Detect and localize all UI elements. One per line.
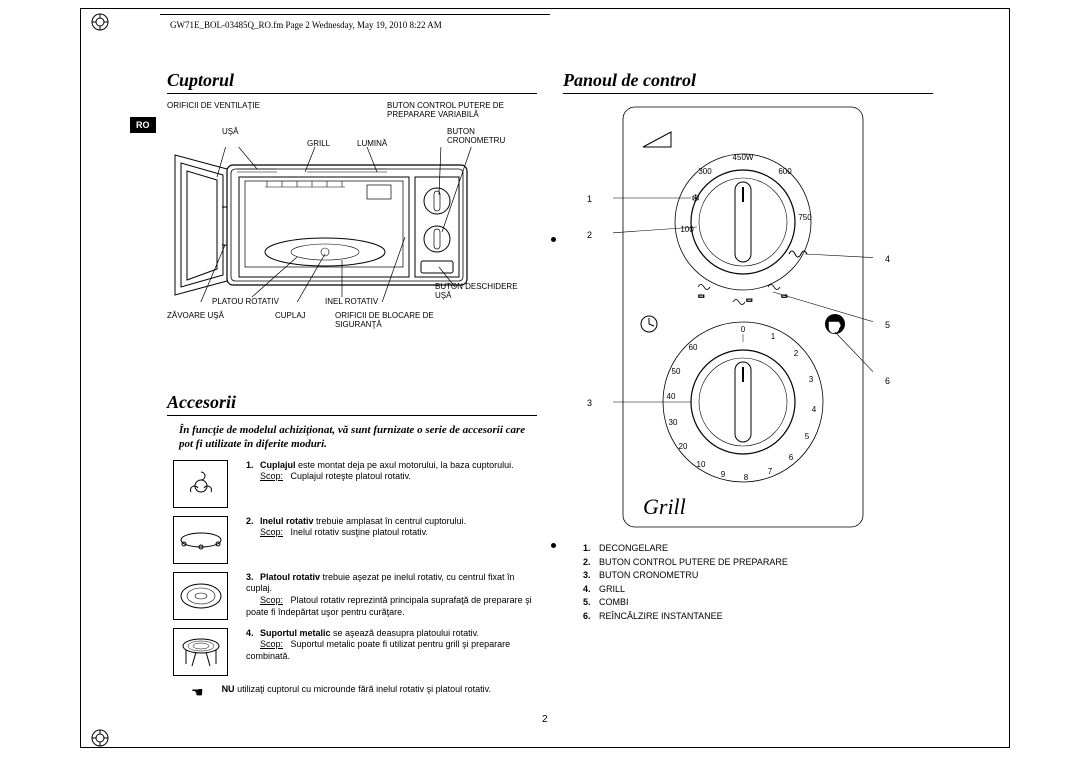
header-icon — [90, 12, 110, 32]
gutter-bullet — [551, 543, 556, 548]
callout-3: 3 — [587, 398, 592, 408]
svg-text:50: 50 — [672, 367, 681, 376]
svg-text:0: 0 — [741, 325, 746, 334]
accessory-icon — [173, 628, 228, 676]
label-power-btn: BUTON CONTROL PUTERE DE PREPARARE VARIAB… — [387, 102, 507, 120]
note-row: ☚ NU utilizaţi cuptorul cu microunde făr… — [167, 684, 537, 701]
svg-text:❄: ❄ — [691, 193, 700, 205]
accessory-row: 3.Platoul rotativ trebuie aşezat pe inel… — [167, 572, 537, 620]
svg-text:60: 60 — [689, 343, 698, 352]
oven-svg — [167, 147, 537, 302]
svg-text:30: 30 — [669, 418, 678, 427]
svg-text:4: 4 — [812, 405, 817, 414]
svg-text:6: 6 — [789, 453, 794, 462]
svg-text:40: 40 — [667, 392, 676, 401]
footer-icon — [90, 728, 110, 748]
doc-header: GW71E_BOL-03485Q_RO.fm Page 2 Wednesday,… — [170, 20, 442, 30]
right-column: Panoul de control 1 2 3 4 5 6 450W 100 3… — [563, 70, 933, 623]
accessories-list: 1.Cuplajul este montat deja pe axul moto… — [167, 460, 537, 676]
control-panel-diagram: 1 2 3 4 5 6 450W 100 300 600 750 ❄ — [613, 102, 873, 532]
svg-text:450W: 450W — [733, 153, 754, 162]
language-tag: RO — [130, 117, 156, 133]
header-rule — [160, 14, 550, 15]
accessory-text: 2.Inelul rotativ trebuie amplasat în cen… — [246, 516, 537, 564]
left-column: Cuptorul ORIFICII DE VENTILAŢIE UŞĂ GRIL… — [167, 70, 537, 701]
legend-item: 5.COMBI — [583, 596, 933, 610]
svg-text:7: 7 — [768, 467, 773, 476]
panel-svg: 450W 100 300 600 750 ❄ ▭ ▭ ▭ — [613, 102, 873, 532]
legend-item: 2.BUTON CONTROL PUTERE DE PREPARARE — [583, 556, 933, 570]
callout-2: 2 — [587, 230, 592, 240]
label-latches: ZĂVOARE UŞĂ — [167, 312, 224, 321]
panel-legend: 1.DECONGELARE2.BUTON CONTROL PUTERE DE P… — [583, 542, 933, 623]
label-safety: ORIFICII DE BLOCARE DE SIGURANŢĂ — [335, 312, 445, 330]
pointer-icon: ☚ — [191, 684, 204, 701]
accessory-icon — [173, 460, 228, 508]
section-title-accessories: Accesorii — [167, 392, 537, 416]
svg-text:5: 5 — [805, 432, 810, 441]
accessory-icon — [173, 516, 228, 564]
svg-text:100: 100 — [680, 225, 694, 234]
svg-text:20: 20 — [679, 442, 688, 451]
label-coupler: CUPLAJ — [275, 312, 306, 321]
callout-1: 1 — [587, 194, 592, 204]
svg-text:600: 600 — [778, 167, 792, 176]
accessory-row: 4.Suportul metalic se aşează deasupra pl… — [167, 628, 537, 676]
accessory-row: 1.Cuplajul este montat deja pe axul moto… — [167, 460, 537, 508]
legend-item: 4.GRILL — [583, 583, 933, 597]
svg-text:750: 750 — [798, 213, 812, 222]
accessory-icon — [173, 572, 228, 620]
svg-text:300: 300 — [698, 167, 712, 176]
accessory-row: 2.Inelul rotativ trebuie amplasat în cen… — [167, 516, 537, 564]
svg-text:▭: ▭ — [746, 296, 753, 304]
legend-item: 3.BUTON CRONOMETRU — [583, 569, 933, 583]
legend-item: 6.REÎNCĂLZIRE INSTANTANEE — [583, 610, 933, 624]
accessory-text: 1.Cuplajul este montat deja pe axul moto… — [246, 460, 537, 508]
accessory-text: 3.Platoul rotativ trebuie aşezat pe inel… — [246, 572, 537, 620]
accessory-text: 4.Suportul metalic se aşează deasupra pl… — [246, 628, 537, 676]
callout-6: 6 — [885, 376, 890, 386]
section-title-panel: Panoul de control — [563, 70, 933, 94]
label-ventilation: ORIFICII DE VENTILAŢIE — [167, 102, 260, 111]
page-number: 2 — [542, 714, 548, 725]
svg-text:10: 10 — [697, 460, 706, 469]
label-timer-btn: BUTON CRONOMETRU — [447, 128, 527, 146]
section-title-oven: Cuptorul — [167, 70, 537, 94]
callout-4: 4 — [885, 254, 890, 264]
svg-text:▭: ▭ — [698, 292, 705, 300]
accessories-intro: În funcţie de modelul achiziţionat, vă s… — [179, 424, 537, 452]
label-door: UŞĂ — [222, 128, 238, 137]
note-text: NU utilizaţi cuptorul cu microunde fără … — [222, 684, 491, 701]
legend-item: 1.DECONGELARE — [583, 542, 933, 556]
svg-text:2: 2 — [794, 349, 799, 358]
gutter-bullet — [551, 237, 556, 242]
svg-text:3: 3 — [809, 375, 814, 384]
svg-text:9: 9 — [721, 470, 726, 479]
callout-5: 5 — [885, 320, 890, 330]
svg-text:1: 1 — [771, 332, 776, 341]
grill-label: Grill — [643, 494, 686, 520]
svg-text:8: 8 — [744, 473, 749, 482]
oven-diagram: ORIFICII DE VENTILAŢIE UŞĂ GRILL LUMINĂ … — [167, 102, 537, 332]
